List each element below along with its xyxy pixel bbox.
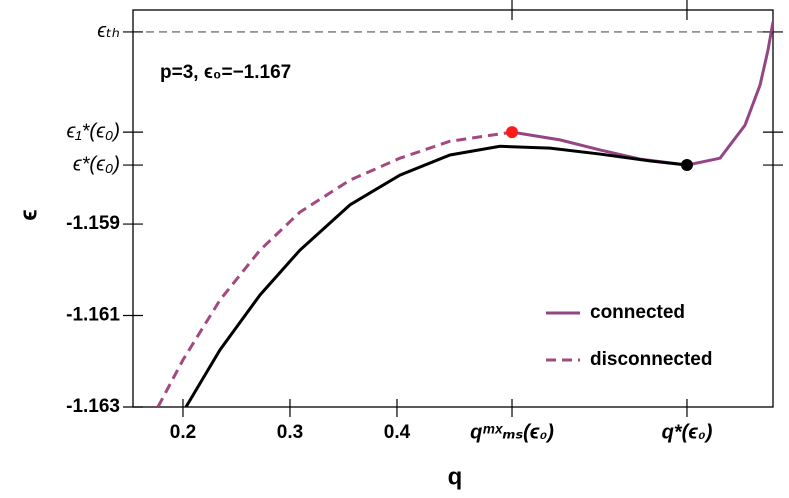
legend-label: connected (590, 302, 685, 323)
annotation: p=3, ϵ₀=−1.167 (160, 62, 291, 83)
x-tick-label: q*(ϵ₀) (662, 421, 713, 443)
y-tick-label: ϵ*(ϵ₀) (73, 153, 120, 175)
y-tick-label: -1.163 (66, 396, 120, 417)
x-tick-label: qᵐˣₘₛ(ϵ₀) (470, 421, 554, 443)
y-tick-label: ϵₜₕ (97, 20, 120, 42)
point (506, 126, 519, 139)
x-tick-label: 0.2 (170, 422, 196, 443)
y-tick-label: -1.159 (66, 213, 120, 234)
x-tick-label: 0.3 (277, 422, 303, 443)
point (680, 159, 693, 172)
x-axis-label: q (448, 463, 463, 490)
y-tick-label: -1.161 (66, 305, 120, 326)
y-tick-label: ϵ₁*(ϵ₀) (67, 120, 120, 142)
series-line (511, 21, 773, 167)
plot-frame (132, 9, 774, 408)
legend-label: disconnected (590, 349, 712, 370)
series-line (156, 130, 513, 407)
x-tick-label: 0.4 (384, 422, 411, 443)
y-axis-label: ϵ (15, 209, 42, 220)
series-line (184, 144, 688, 407)
